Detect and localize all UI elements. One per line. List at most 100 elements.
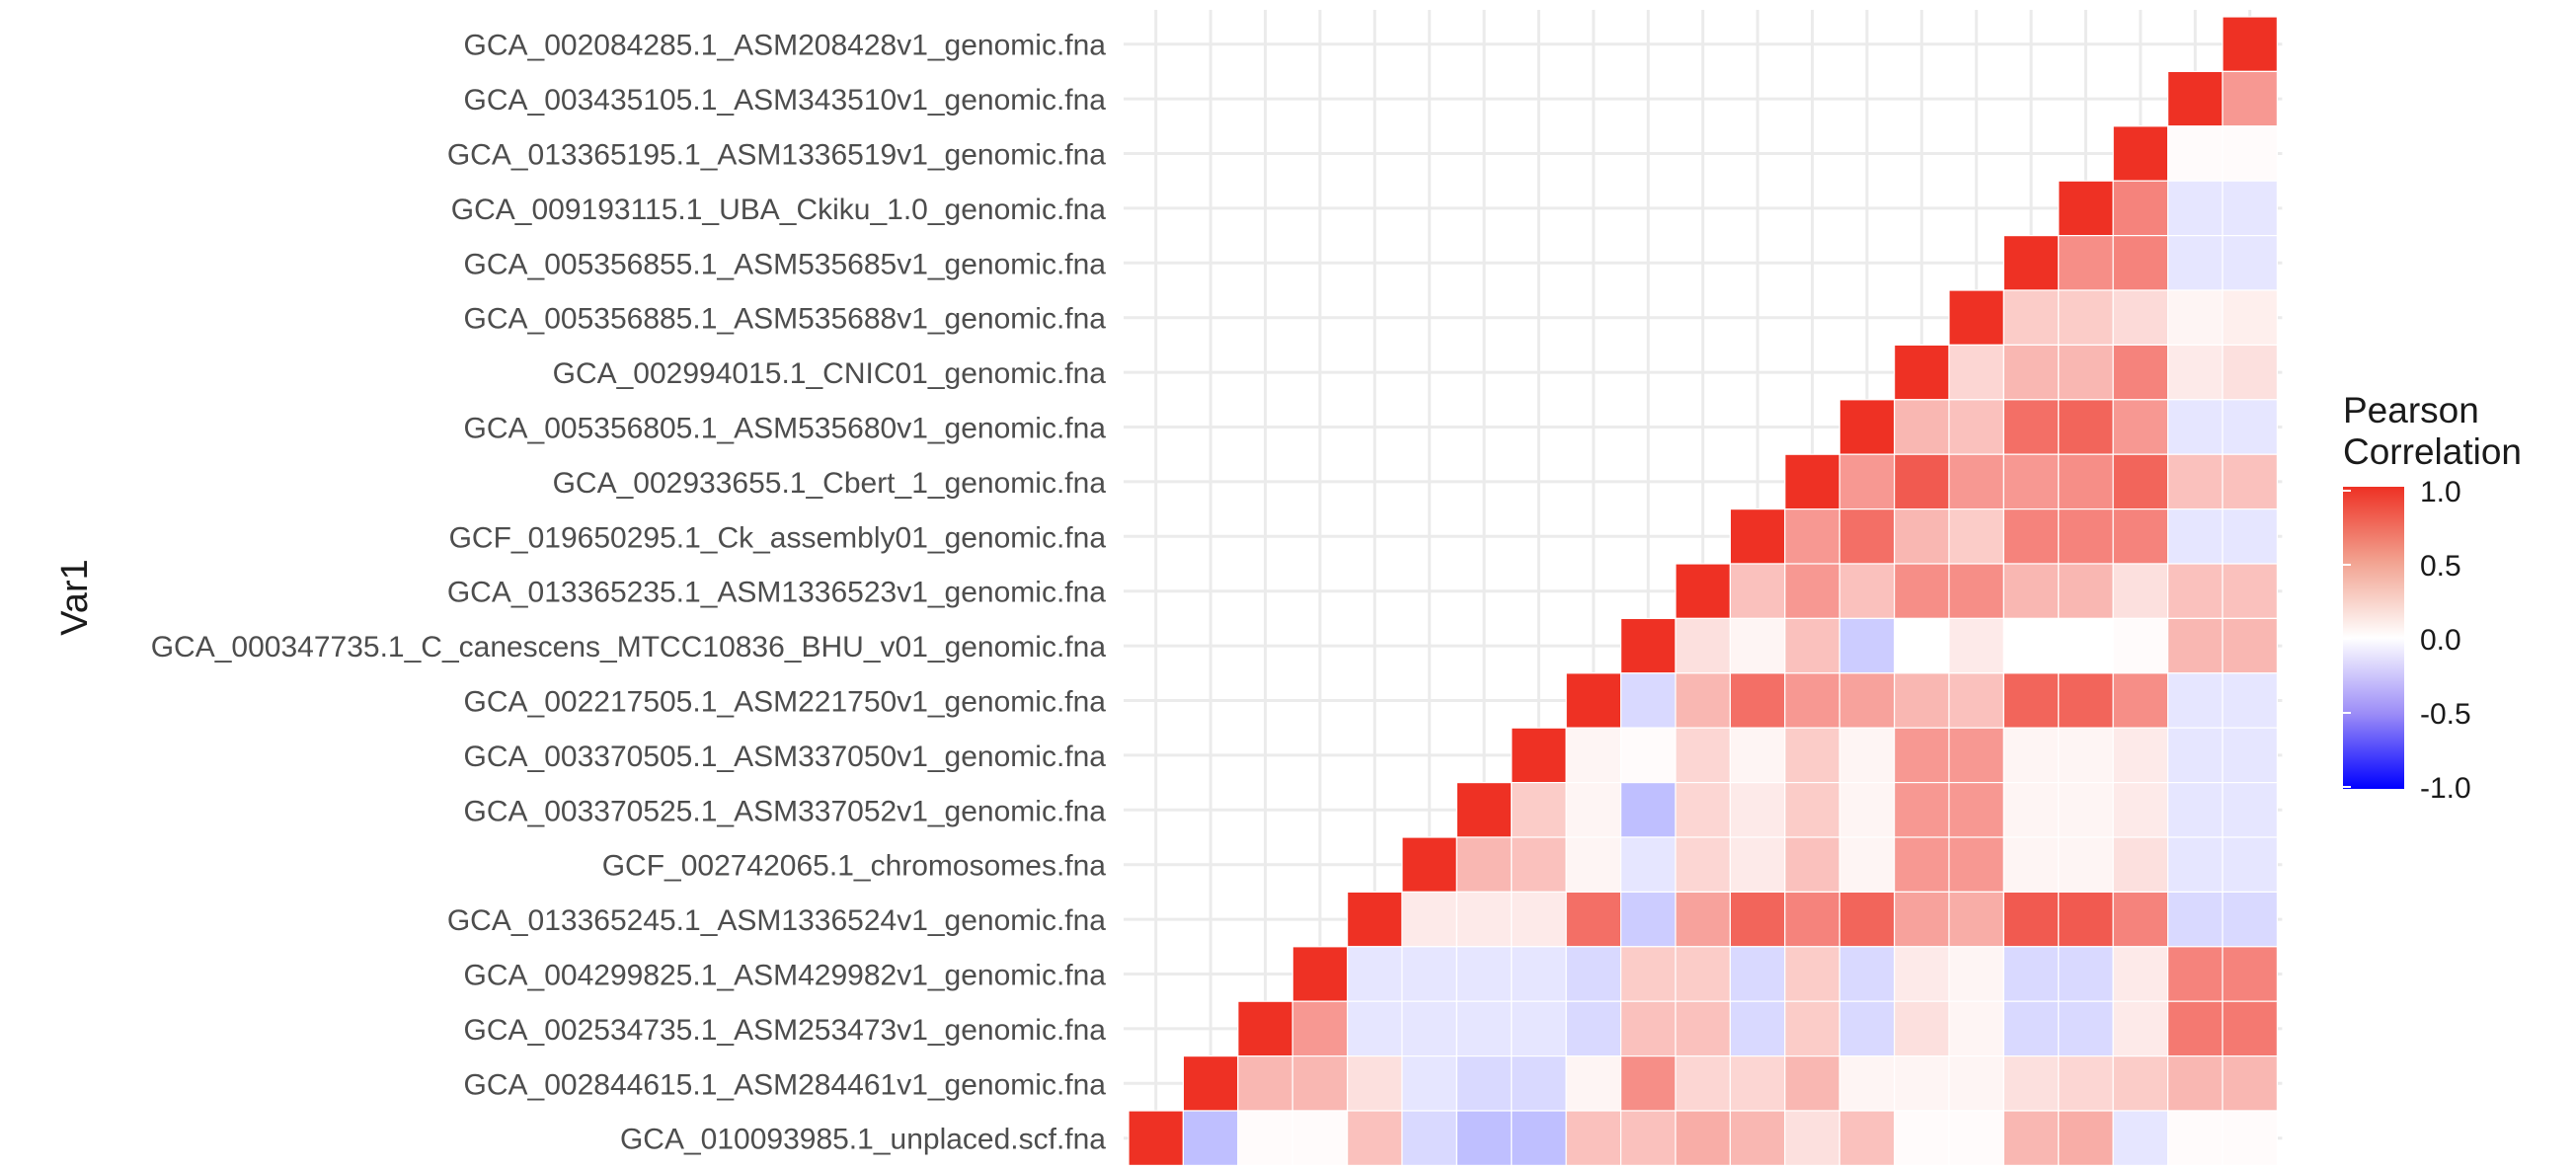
heatmap-cell xyxy=(2058,235,2114,291)
heatmap-cell xyxy=(1838,1000,1896,1057)
heatmap-cell xyxy=(1948,507,2005,565)
heatmap-cell xyxy=(2222,781,2279,838)
heatmap-cell xyxy=(1675,617,1732,674)
heatmap-cell xyxy=(1675,1000,1732,1057)
legend-title-line-1: Pearson xyxy=(2343,390,2479,430)
heatmap-cell xyxy=(1237,1000,1293,1057)
y-tick-label: GCF_002742065.1_chromosomes.fna xyxy=(602,850,1107,883)
heatmap-cell xyxy=(2002,1054,2060,1112)
heatmap-cell xyxy=(1565,1000,1622,1057)
heatmap-cell xyxy=(1784,453,1840,510)
y-tick-label: GCA_000347735.1_C_canescens_MTCC10836_BH… xyxy=(151,631,1107,663)
y-tick-label: GCA_005356885.1_ASM535688v1_genomic.fna xyxy=(464,303,1107,336)
heatmap-cell xyxy=(2222,1054,2279,1112)
heatmap-cell xyxy=(2222,16,2279,73)
heatmap-cell xyxy=(1948,453,2005,510)
heatmap-cell xyxy=(1729,836,1786,894)
heatmap-cell xyxy=(2058,289,2114,347)
heatmap-cell xyxy=(2058,180,2114,237)
heatmap-cell xyxy=(1619,1110,1677,1167)
legend-tick-label: -1.0 xyxy=(2420,772,2471,805)
heatmap-cell xyxy=(1565,781,1622,838)
legend-tick-label: 1.0 xyxy=(2420,476,2461,508)
heatmap-cell xyxy=(2058,836,2114,894)
heatmap-cell xyxy=(2222,235,2279,291)
heatmap-cell xyxy=(1619,1054,1677,1112)
heatmap-cell xyxy=(1511,836,1567,894)
heatmap-cell xyxy=(1675,672,1732,729)
heatmap-cell xyxy=(1455,836,1513,894)
heatmap-cell xyxy=(1291,1000,1349,1057)
heatmap-cell xyxy=(1675,891,1732,948)
heatmap-cell xyxy=(1893,617,1950,674)
heatmap-cell xyxy=(2112,344,2169,401)
heatmap-cell xyxy=(2222,891,2279,948)
heatmap-cell xyxy=(1455,1110,1513,1167)
legend-colorbar xyxy=(2343,487,2404,789)
heatmap-cell xyxy=(2058,453,2114,510)
heatmap-cell xyxy=(1619,617,1677,674)
heatmap-cell xyxy=(2222,617,2279,674)
heatmap-cell xyxy=(2112,836,2169,894)
heatmap-cell xyxy=(1893,672,1950,729)
heatmap-cell xyxy=(1511,781,1567,838)
heatmap-cell xyxy=(2002,453,2060,510)
heatmap-cell xyxy=(2167,453,2224,510)
heatmap-cell xyxy=(2167,946,2224,1002)
heatmap-cell xyxy=(1237,1054,1293,1112)
heatmap-cell xyxy=(1511,727,1567,784)
heatmap-cell xyxy=(2167,399,2224,455)
heatmap-cell xyxy=(1675,781,1732,838)
heatmap-cell xyxy=(1838,563,1896,620)
heatmap-cell xyxy=(2222,289,2279,347)
heatmap-cell xyxy=(2222,70,2279,127)
heatmap-cell xyxy=(2112,781,2169,838)
heatmap-cell xyxy=(2222,1000,2279,1057)
legend-tick-label: 0.0 xyxy=(2420,624,2461,657)
y-tick-label: GCA_002994015.1_CNIC01_genomic.fna xyxy=(553,357,1107,390)
heatmap-cell xyxy=(1511,1000,1567,1057)
heatmap-cell xyxy=(1948,836,2005,894)
heatmap-cell xyxy=(2002,399,2060,455)
heatmap-cell xyxy=(1619,672,1677,729)
heatmap-cell xyxy=(2002,672,2060,729)
heatmap-cell xyxy=(2002,836,2060,894)
heatmap-cell xyxy=(1455,946,1513,1002)
heatmap-cell xyxy=(1619,946,1677,1002)
heatmap-cell xyxy=(2167,235,2224,291)
heatmap-cell xyxy=(1346,946,1403,1002)
heatmap-cell xyxy=(1784,563,1840,620)
heatmap-cell xyxy=(1128,1110,1185,1167)
heatmap-cell xyxy=(2112,507,2169,565)
heatmap-cell xyxy=(2002,507,2060,565)
heatmap-cell xyxy=(1346,1054,1403,1112)
heatmap-cell xyxy=(2058,507,2114,565)
heatmap-cell xyxy=(1675,563,1732,620)
heatmap-cell xyxy=(2222,727,2279,784)
heatmap-cell xyxy=(1291,946,1349,1002)
heatmap-cell xyxy=(2112,563,2169,620)
heatmap-cell xyxy=(1729,507,1786,565)
heatmap-cell xyxy=(1784,617,1840,674)
heatmap-cell xyxy=(2002,891,2060,948)
heatmap-cell xyxy=(2058,781,2114,838)
heatmap-cell xyxy=(2167,617,2224,674)
heatmap-cell xyxy=(1838,399,1896,455)
heatmap-cell xyxy=(1619,781,1677,838)
heatmap-cell xyxy=(2112,399,2169,455)
heatmap-cell xyxy=(2112,617,2169,674)
heatmap-cell xyxy=(1237,1110,1293,1167)
heatmap-cell xyxy=(2002,727,2060,784)
heatmap-cell xyxy=(2167,507,2224,565)
heatmap-cell xyxy=(1784,672,1840,729)
heatmap-cell xyxy=(1565,727,1622,784)
y-tick-label: GCA_002933655.1_Cbert_1_genomic.fna xyxy=(553,467,1107,500)
heatmap-cell xyxy=(2058,891,2114,948)
heatmap-cell xyxy=(1182,1110,1239,1167)
heatmap-cell xyxy=(1511,1110,1567,1167)
heatmap-cell xyxy=(1893,453,1950,510)
heatmap-cell xyxy=(1401,946,1458,1002)
heatmap-cell xyxy=(1729,727,1786,784)
y-tick-label: GCA_010093985.1_unplaced.scf.fna xyxy=(620,1124,1106,1156)
heatmap-cell xyxy=(1784,1110,1840,1167)
